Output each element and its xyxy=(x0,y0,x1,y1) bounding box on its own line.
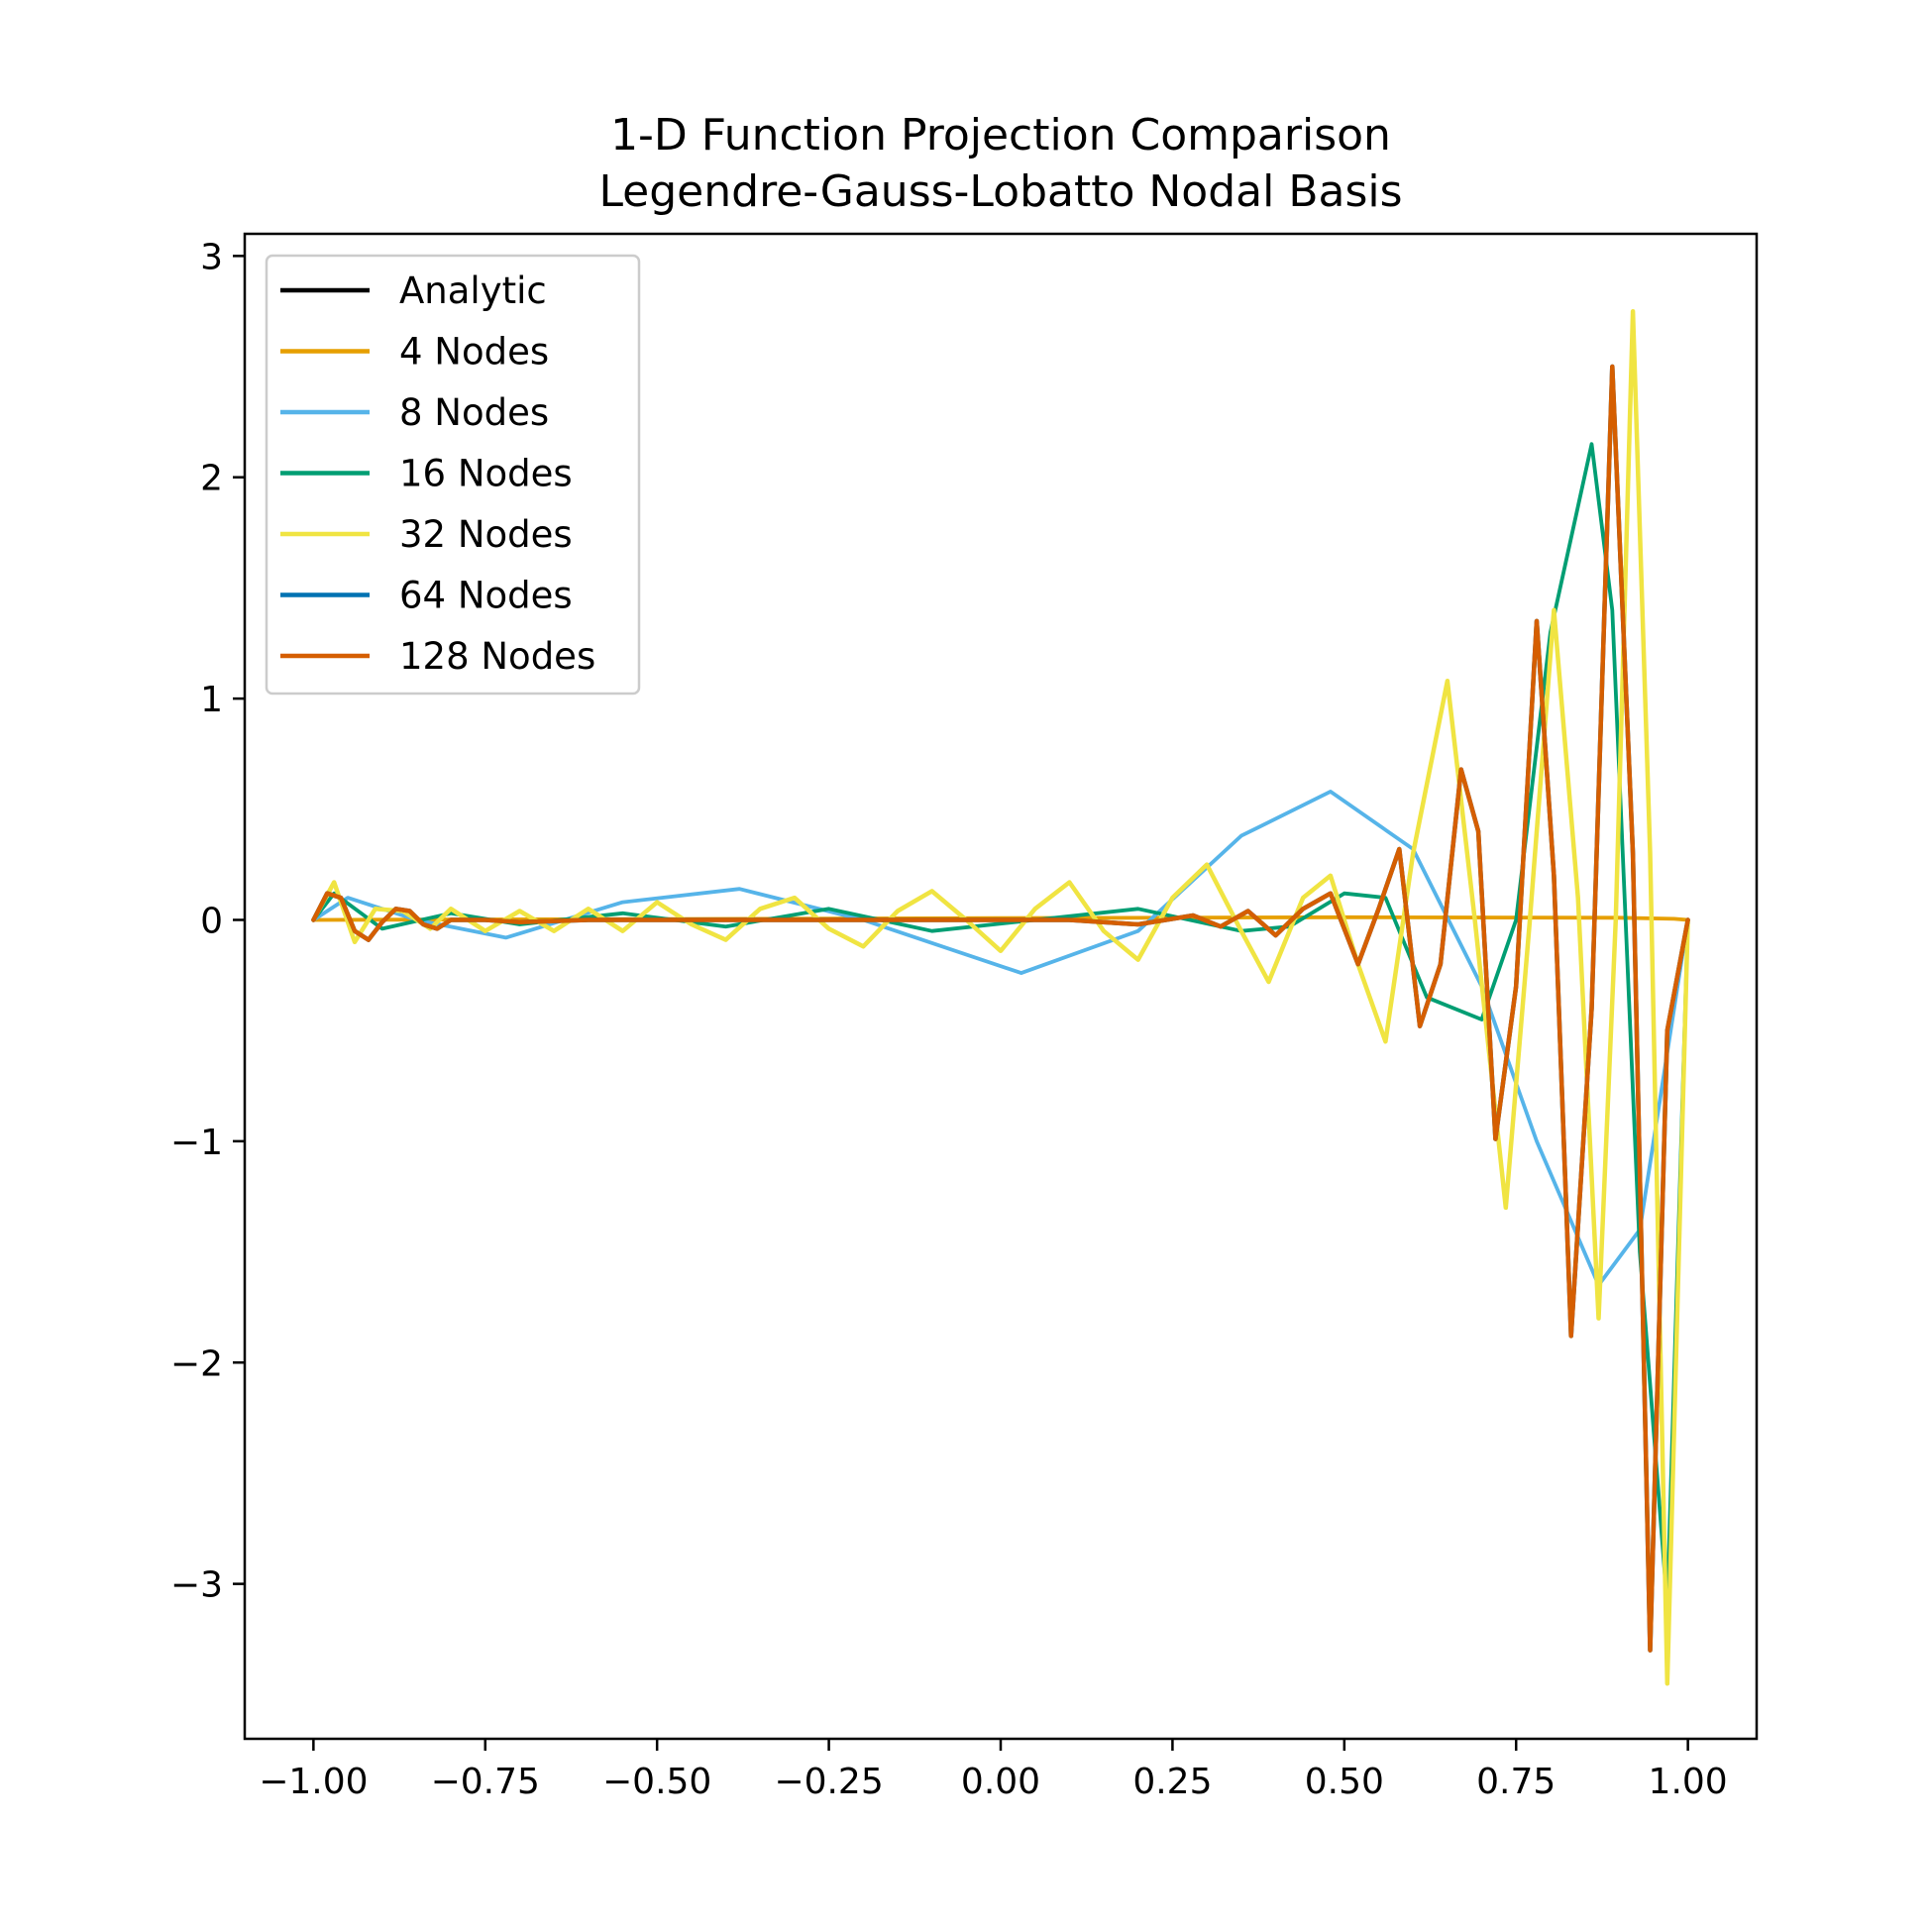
legend-label: 16 Nodes xyxy=(399,453,573,495)
x-axis: −1.00 −0.75 −0.50 −0.25 0.00 0.25 0.50 0.75 1.00 xyxy=(259,1739,1728,1802)
y-tick-label: −1 xyxy=(170,1123,223,1163)
plot-area xyxy=(311,308,1690,1686)
legend-label: 64 Nodes xyxy=(399,575,573,617)
x-tick-label: −0.25 xyxy=(774,1762,883,1802)
y-tick-label: −2 xyxy=(170,1343,223,1384)
y-tick-label: 0 xyxy=(200,901,223,941)
x-tick-label: 0.00 xyxy=(961,1762,1040,1802)
x-tick-label: 0.75 xyxy=(1476,1762,1556,1802)
legend-label: 32 Nodes xyxy=(399,513,573,556)
legend: Analytic 4 Nodes 8 Nodes 16 Nodes 32 Nodes 64… xyxy=(265,254,641,696)
x-tick-label: −0.75 xyxy=(431,1762,540,1802)
y-tick-label: 3 xyxy=(200,237,223,277)
legend-label: Analytic xyxy=(399,269,547,312)
x-tick-label: 0.50 xyxy=(1305,1762,1384,1802)
y-tick-label: −3 xyxy=(170,1565,223,1606)
legend-label: 8 Nodes xyxy=(399,391,549,434)
x-tick-label: 1.00 xyxy=(1649,1762,1728,1802)
legend-box xyxy=(265,254,641,696)
y-axis: 3 2 1 0 −1 −2 −3 xyxy=(170,237,245,1606)
x-tick-label: −1.00 xyxy=(259,1762,368,1802)
chart-title-line-2: Legendre-Gauss-Lobatto Nodal Basis xyxy=(598,166,1402,217)
chart-title-line-1: 1-D Function Projection Comparison xyxy=(610,110,1391,161)
legend-label: 4 Nodes xyxy=(399,331,549,374)
x-tick-label: −0.50 xyxy=(602,1762,711,1802)
series-line-32-nodes xyxy=(311,308,1690,1686)
legend-label: 128 Nodes xyxy=(399,635,595,678)
y-tick-label: 2 xyxy=(200,459,223,499)
x-tick-label: 0.25 xyxy=(1132,1762,1212,1802)
series-line-128-nodes xyxy=(311,364,1690,1653)
y-tick-label: 1 xyxy=(200,680,223,720)
